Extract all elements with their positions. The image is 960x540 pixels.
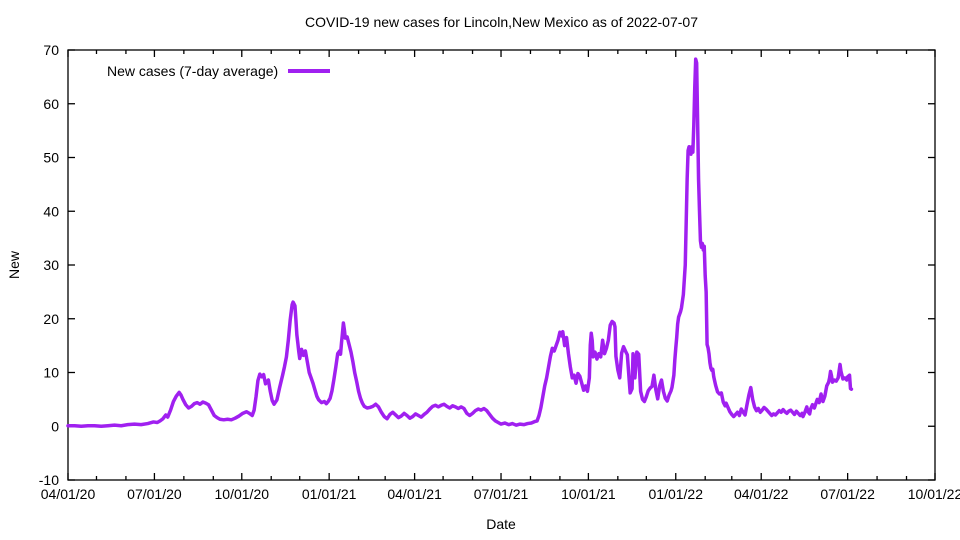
- y-tick-label: 70: [43, 42, 59, 58]
- series-line: [66, 57, 854, 428]
- x-tick-label: 07/01/20: [127, 486, 182, 502]
- y-tick-label: 60: [43, 96, 59, 112]
- x-tick-label: 04/01/22: [734, 486, 789, 502]
- legend-label: New cases (7-day average): [107, 63, 279, 79]
- y-tick-label: 40: [43, 203, 59, 219]
- x-axis-label: Date: [486, 516, 516, 532]
- y-tick-label: -10: [39, 472, 59, 488]
- x-tick-label: 10/01/21: [561, 486, 616, 502]
- legend: New cases (7-day average): [107, 63, 331, 79]
- legend-line-swatch: [288, 69, 331, 73]
- x-tick-label: 07/01/21: [474, 486, 529, 502]
- x-tick-label: 07/01/22: [820, 486, 875, 502]
- y-tick-label: 10: [43, 365, 59, 381]
- x-tick-label: 01/01/21: [302, 486, 357, 502]
- y-tick-label: 0: [51, 418, 59, 434]
- x-tick-label: 10/01/22: [908, 486, 960, 502]
- x-tick-label: 04/01/20: [41, 486, 96, 502]
- x-tick-label: 10/01/20: [215, 486, 270, 502]
- y-tick-label: 50: [43, 150, 59, 166]
- y-tick-label: 30: [43, 257, 59, 273]
- x-tick-label: 04/01/21: [387, 486, 442, 502]
- y-axis-label: New: [6, 250, 22, 280]
- x-tick-label: 01/01/22: [649, 486, 704, 502]
- y-tick-label: 20: [43, 311, 59, 327]
- chart-title: COVID-19 new cases for Lincoln,New Mexic…: [305, 14, 698, 30]
